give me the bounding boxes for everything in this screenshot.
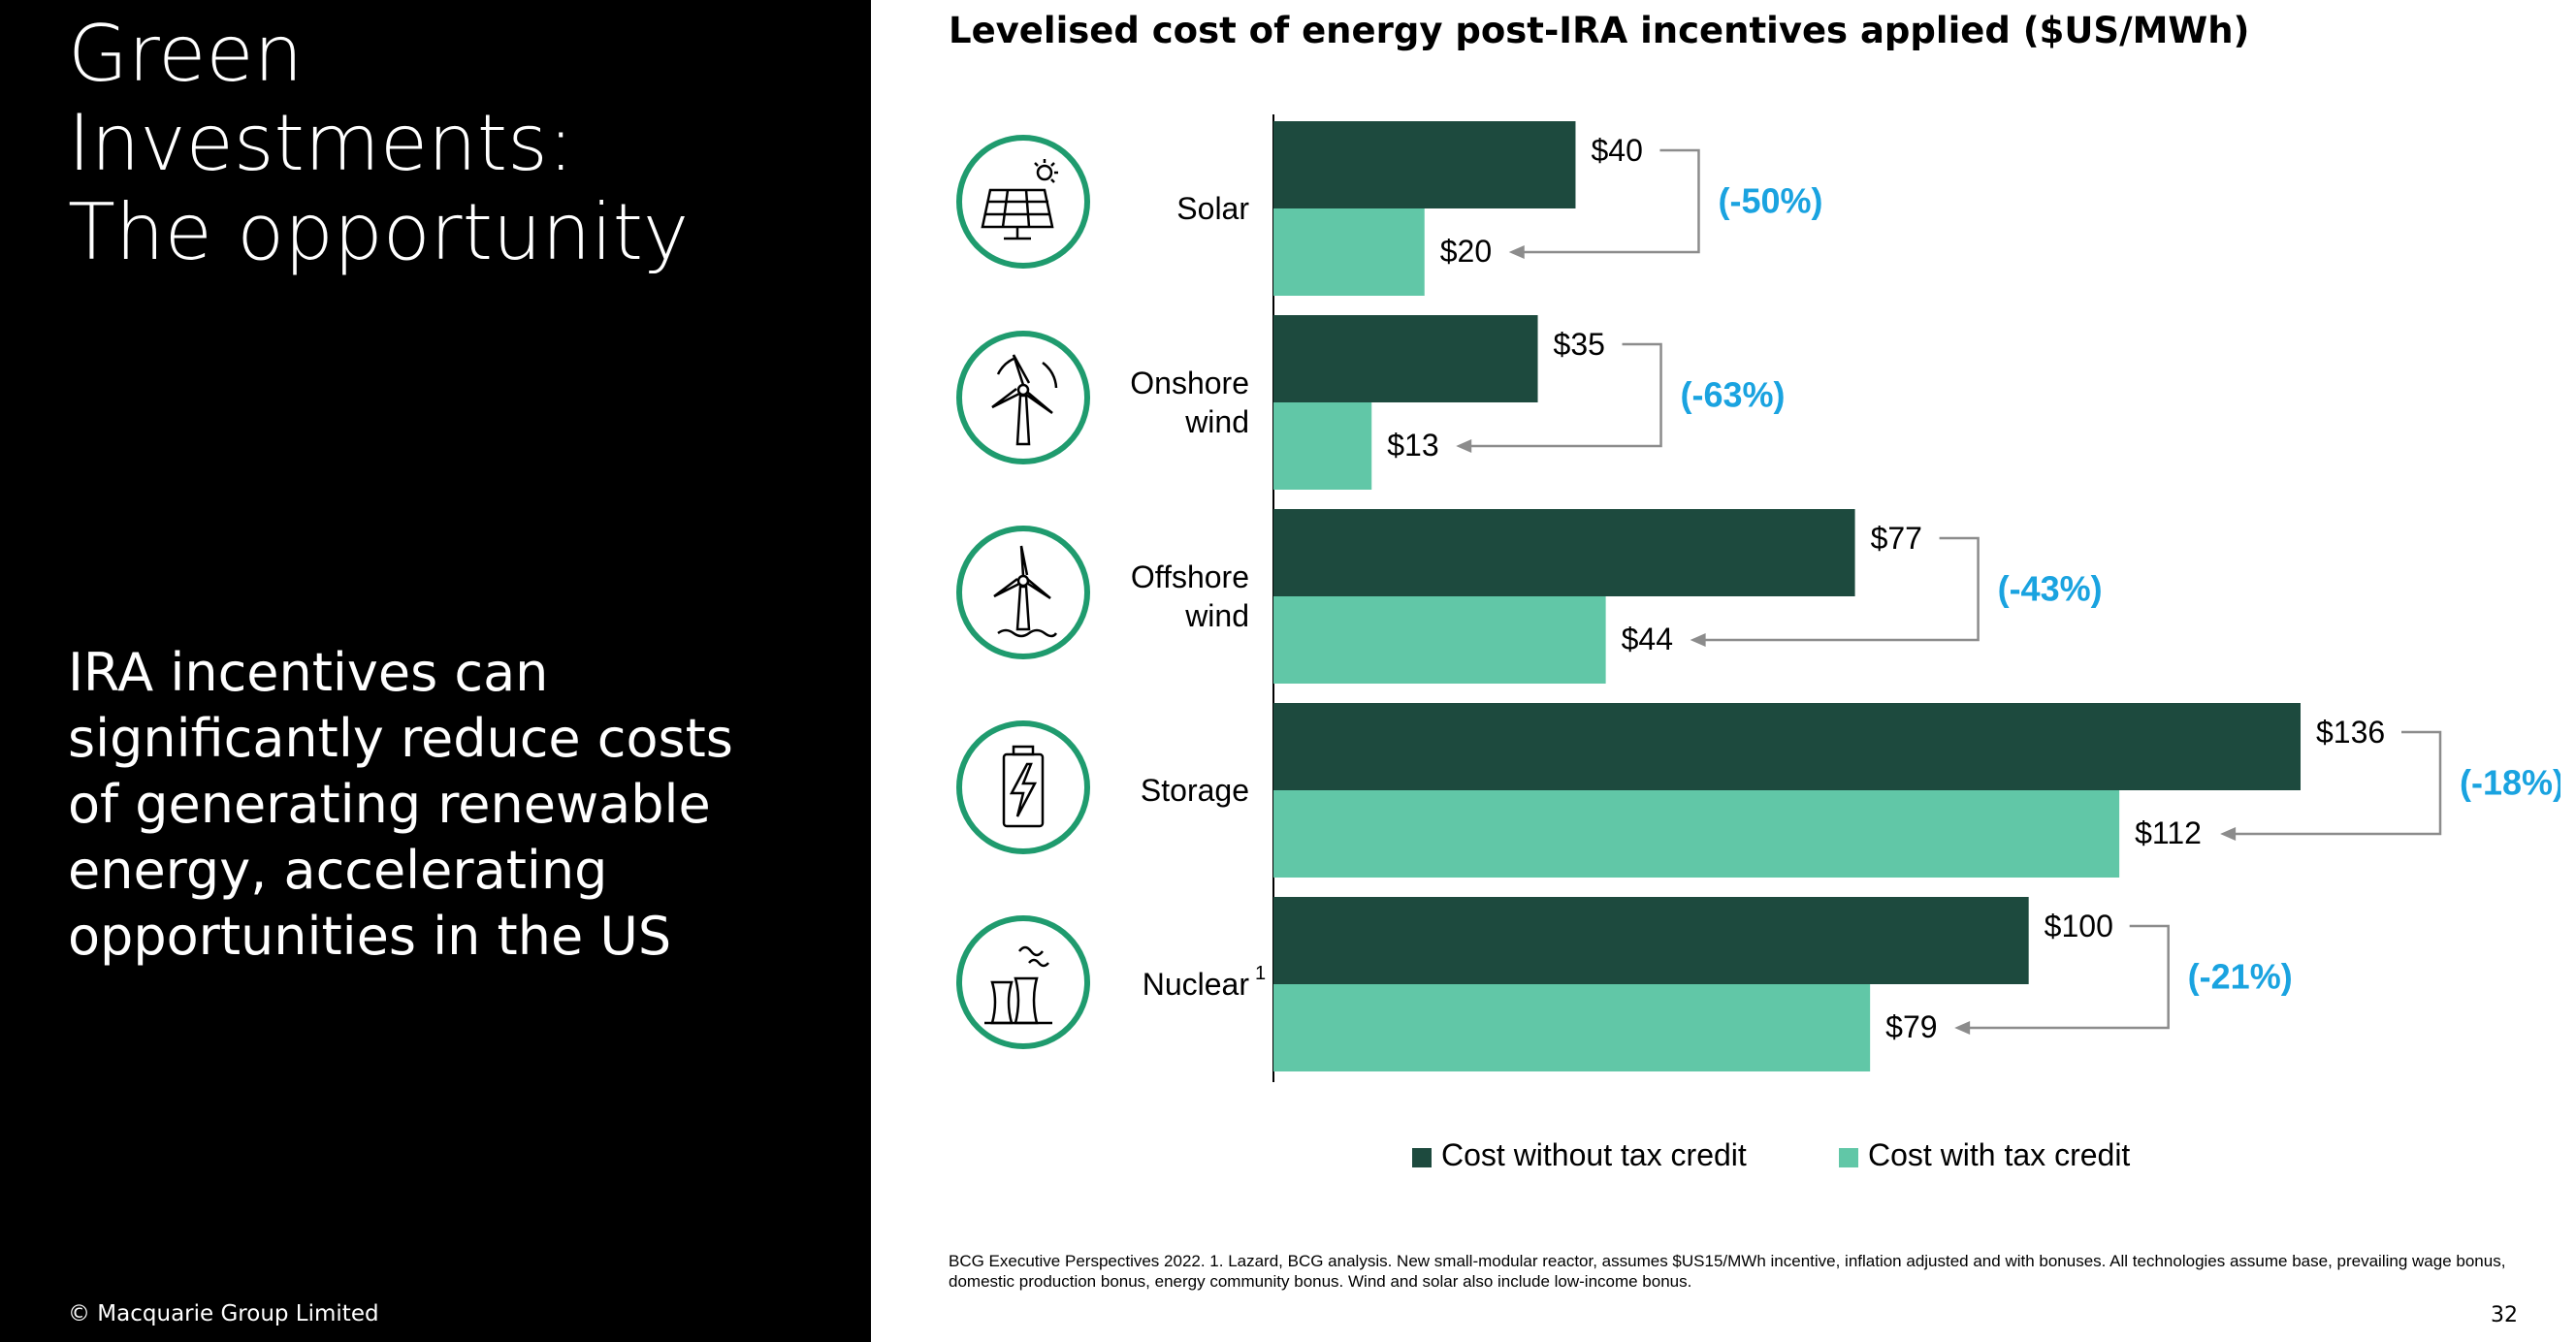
- copyright: © Macquarie Group Limited: [68, 1301, 379, 1326]
- change-percent-label: (-18%): [2460, 763, 2560, 803]
- bar-with-credit: [1273, 596, 1606, 684]
- title-line: Green: [68, 9, 304, 99]
- slide-subtitle: IRA incentives can significantly reduce …: [68, 642, 733, 967]
- category-label: Storage: [1141, 773, 1249, 808]
- bar-without-credit: [1273, 897, 2029, 984]
- bar-with-credit: [1273, 208, 1425, 296]
- change-percent-label: (-50%): [1718, 181, 1822, 221]
- bar-with-credit: [1273, 984, 1871, 1071]
- data-label: $136: [2316, 715, 2385, 750]
- data-label: $44: [1622, 622, 1673, 656]
- change-connector: [1966, 924, 2170, 1030]
- connector-arrowhead: [2220, 827, 2237, 841]
- data-label: $20: [1440, 234, 1492, 269]
- data-label: $79: [1885, 1009, 1937, 1044]
- category-label: Offshore wind: [1131, 559, 1249, 633]
- slide-title: Green Investments: The opportunity: [68, 10, 844, 277]
- data-label: $35: [1554, 327, 1605, 362]
- title-line: Investments:: [68, 98, 574, 188]
- offshore-wind-icon: [956, 526, 1090, 659]
- change-connector: [1520, 148, 1700, 254]
- category-label: Onshore wind: [1130, 366, 1249, 439]
- connector-arrowhead: [1954, 1021, 1971, 1035]
- change-percent-label: (-43%): [1998, 569, 2103, 609]
- bar-without-credit: [1273, 121, 1576, 208]
- nuclear-plant-icon: [956, 915, 1090, 1049]
- change-connector: [2232, 730, 2442, 836]
- bar-without-credit: [1273, 315, 1538, 402]
- connector-arrowhead: [1456, 439, 1472, 453]
- data-label: $100: [2045, 909, 2113, 943]
- category-label: Solar: [1176, 191, 1249, 226]
- bar-with-credit: [1273, 790, 2120, 878]
- change-connector: [1701, 536, 1980, 642]
- connector-arrowhead: [1690, 633, 1706, 647]
- solar-panel-icon: [956, 135, 1090, 269]
- category-footnote: 1: [1255, 963, 1266, 984]
- chart: Solar Onshore wind Offshore wind Storage Nucle…: [1130, 114, 2560, 1172]
- change-percent-label: (-21%): [2188, 957, 2293, 997]
- legend-label: Cost with tax credit: [1868, 1137, 2130, 1172]
- left-panel: Green Investments: The opportunity IRA i…: [0, 0, 871, 1342]
- bar-without-credit: [1273, 509, 1855, 596]
- data-label: $77: [1871, 521, 1922, 556]
- change-percent-label: (-63%): [1681, 375, 1786, 415]
- legend-swatch: [1412, 1148, 1432, 1167]
- legend-label: Cost without tax credit: [1441, 1137, 1747, 1172]
- data-label: $40: [1591, 133, 1642, 168]
- category-label: Nuclear: [1143, 967, 1250, 1002]
- data-label: $13: [1387, 428, 1438, 463]
- data-label: $112: [2135, 815, 2202, 850]
- title-line: The opportunity: [68, 187, 690, 277]
- legend-swatch: [1839, 1148, 1858, 1167]
- bar-with-credit: [1273, 402, 1372, 490]
- bar-without-credit: [1273, 703, 2301, 790]
- chart-title: Levelised cost of energy post-IRA incent…: [949, 10, 2250, 51]
- battery-icon: [956, 720, 1090, 854]
- page-number: 32: [2491, 1303, 2518, 1327]
- change-connector: [1467, 342, 1662, 448]
- onshore-wind-icon: [956, 331, 1090, 464]
- connector-arrowhead: [1508, 245, 1525, 259]
- footnote: BCG Executive Perspectives 2022. 1. Laza…: [949, 1252, 2506, 1291]
